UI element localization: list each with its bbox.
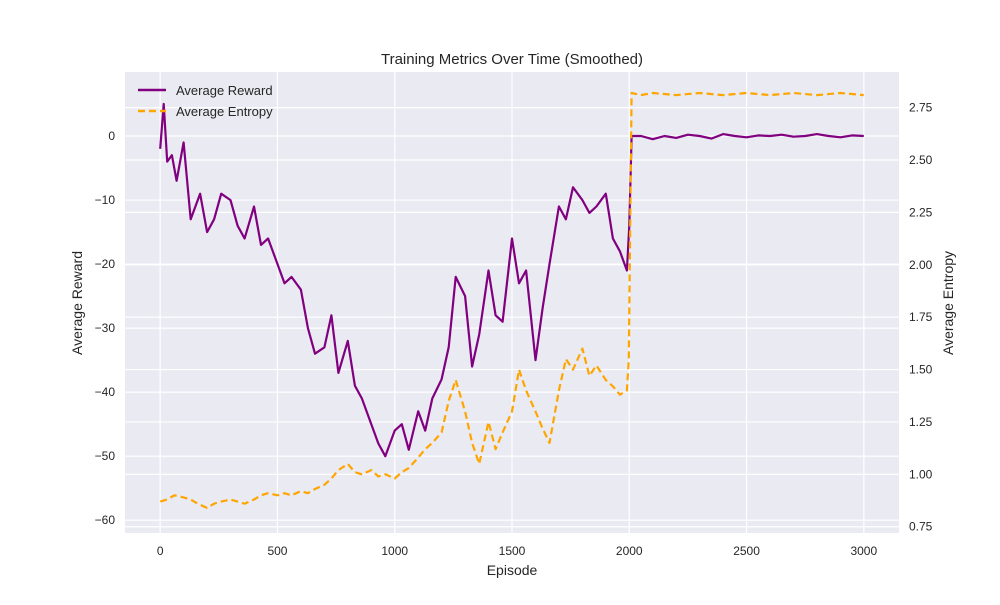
grid-y: [125, 107, 899, 528]
y-right-tick-label: 1.50: [909, 363, 933, 377]
y-axis-left-label: Average Reward: [69, 251, 85, 355]
y-right-tick-label: 2.50: [909, 153, 933, 167]
entropy-series-line: [159, 91, 864, 509]
x-axis-label: Episode: [487, 562, 538, 578]
x-tick-labels: 0 500 1000 1500 2000 2500 3000: [157, 544, 878, 558]
y-left-tick-label: 0: [108, 129, 115, 143]
y-right-tick-labels: 0.75 1.00 1.25 1.50 1.75 2.00 2.25 2.50 2.75: [909, 101, 933, 534]
y-right-tick-label: 2.25: [909, 205, 933, 219]
y-left-tick-label: −20: [95, 257, 116, 271]
reward-series-line: [159, 102, 864, 458]
y-axis-right-label: Average Entropy: [940, 251, 956, 355]
y-left-tick-label: −40: [95, 385, 116, 399]
x-tick-label: 0: [157, 544, 164, 558]
y-right-tick-label: 1.25: [909, 415, 933, 429]
legend: Average Reward Average Entropy: [138, 83, 273, 119]
x-tick-label: 500: [267, 544, 287, 558]
y-right-tick-label: 0.75: [909, 520, 933, 534]
legend-entropy-label: Average Entropy: [176, 104, 273, 119]
series-layer: [159, 91, 864, 509]
x-tick-label: 1000: [381, 544, 408, 558]
x-tick-label: 3000: [850, 544, 877, 558]
y-left-tick-label: −60: [95, 513, 116, 527]
y-right-tick-label: 1.75: [909, 310, 933, 324]
y-left-tick-label: −50: [95, 449, 116, 463]
x-tick-label: 2000: [616, 544, 643, 558]
legend-reward-label: Average Reward: [176, 83, 273, 98]
y-left-tick-label: −10: [95, 193, 116, 207]
y-right-tick-label: 2.75: [909, 101, 933, 115]
chart-title: Training Metrics Over Time (Smoothed): [381, 51, 643, 68]
y-right-tick-label: 2.00: [909, 258, 933, 272]
y-left-tick-labels: 0 −10 −20 −30 −40 −50 −60: [95, 129, 116, 527]
x-tick-label: 1500: [499, 544, 526, 558]
y-right-tick-label: 1.00: [909, 467, 933, 481]
x-tick-label: 2500: [733, 544, 760, 558]
y-left-tick-label: −30: [95, 321, 116, 335]
